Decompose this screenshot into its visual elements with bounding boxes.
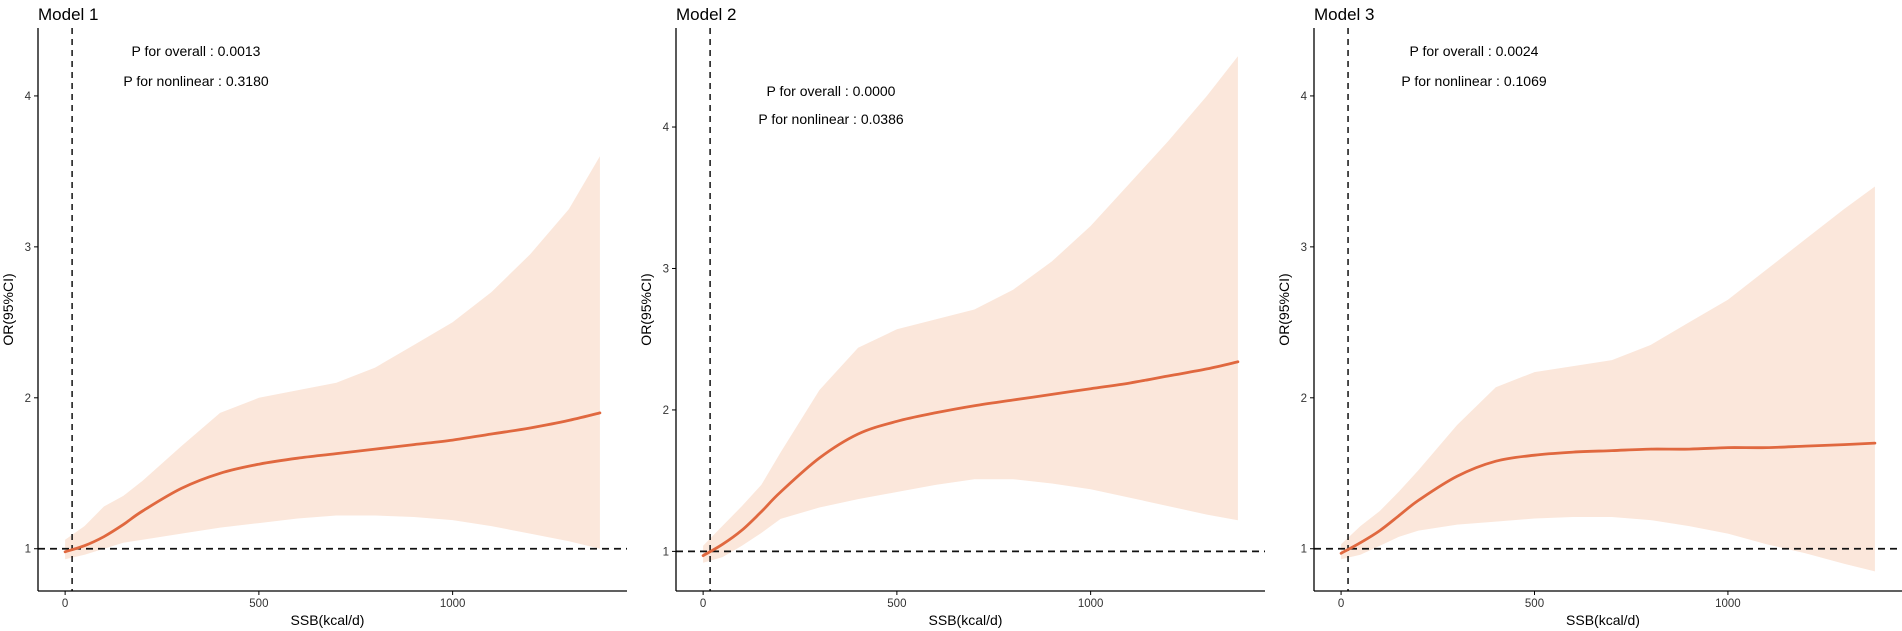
- y-tick-label: 3: [1301, 242, 1307, 254]
- y-axis-title: OR(95%CI): [1276, 273, 1292, 345]
- x-axis-title: SSB(kcal/d): [1566, 612, 1640, 628]
- panel-title: Model 3: [1314, 5, 1374, 24]
- panel-title: Model 2: [676, 5, 736, 24]
- panel-title: Model 1: [38, 5, 98, 24]
- y-tick-label: 4: [1301, 91, 1308, 103]
- y-tick-label: 1: [663, 546, 669, 558]
- confidence-band: [1341, 186, 1875, 572]
- x-tick-label: 1000: [440, 598, 466, 610]
- x-axis-title: SSB(kcal/d): [929, 612, 1003, 628]
- series-line: [63, 411, 602, 554]
- panel-model-1: 1 2 3 4 0 500 1000 SSB(kcal/d) OR(95%CI) Model 1 P…: [0, 5, 627, 628]
- panel-model-3: 1 2 3 4 0 500 1000 SSB(kcal/d) OR(95%CI) Model 3 P…: [1276, 5, 1902, 628]
- series-line: [701, 360, 1240, 557]
- x-tick-label: 500: [887, 598, 906, 610]
- panel-model-2: 1 2 3 4 0 500 1000 SSB(kcal/d) OR(95%CI) Model 2 P…: [638, 5, 1265, 628]
- x-tick-label: 0: [62, 598, 68, 610]
- p-overall-annotation: P for overall : 0.0000: [767, 83, 896, 99]
- y-tick-label: 1: [25, 544, 31, 556]
- p-nonlinear-annotation: P for nonlinear : 0.1069: [1401, 73, 1547, 89]
- y-tick-label: 4: [25, 91, 32, 103]
- confidence-band: [703, 56, 1238, 563]
- confidence-band: [65, 156, 600, 560]
- p-overall-annotation: P for overall : 0.0013: [132, 43, 261, 59]
- x-tick-label: 500: [1525, 598, 1544, 610]
- x-tick-label: 1000: [1078, 598, 1104, 610]
- y-tick-label: 3: [25, 242, 31, 254]
- y-axis-title: OR(95%CI): [638, 273, 654, 345]
- p-overall-annotation: P for overall : 0.0024: [1410, 43, 1539, 59]
- y-tick-label: 3: [663, 263, 669, 275]
- p-nonlinear-annotation: P for nonlinear : 0.3180: [123, 73, 269, 89]
- p-nonlinear-annotation: P for nonlinear : 0.0386: [758, 111, 904, 127]
- y-axis-title: OR(95%CI): [0, 273, 16, 345]
- y-tick-label: 2: [663, 405, 669, 417]
- x-tick-label: 0: [1338, 598, 1344, 610]
- x-tick-label: 500: [249, 598, 268, 610]
- y-tick-label: 2: [1301, 393, 1307, 405]
- x-axis-title: SSB(kcal/d): [291, 612, 365, 628]
- series-line: [1339, 441, 1877, 555]
- x-tick-label: 1000: [1715, 598, 1741, 610]
- x-tick-label: 0: [700, 598, 706, 610]
- y-tick-label: 4: [663, 122, 670, 134]
- y-tick-label: 1: [1301, 544, 1307, 556]
- y-tick-label: 2: [25, 393, 31, 405]
